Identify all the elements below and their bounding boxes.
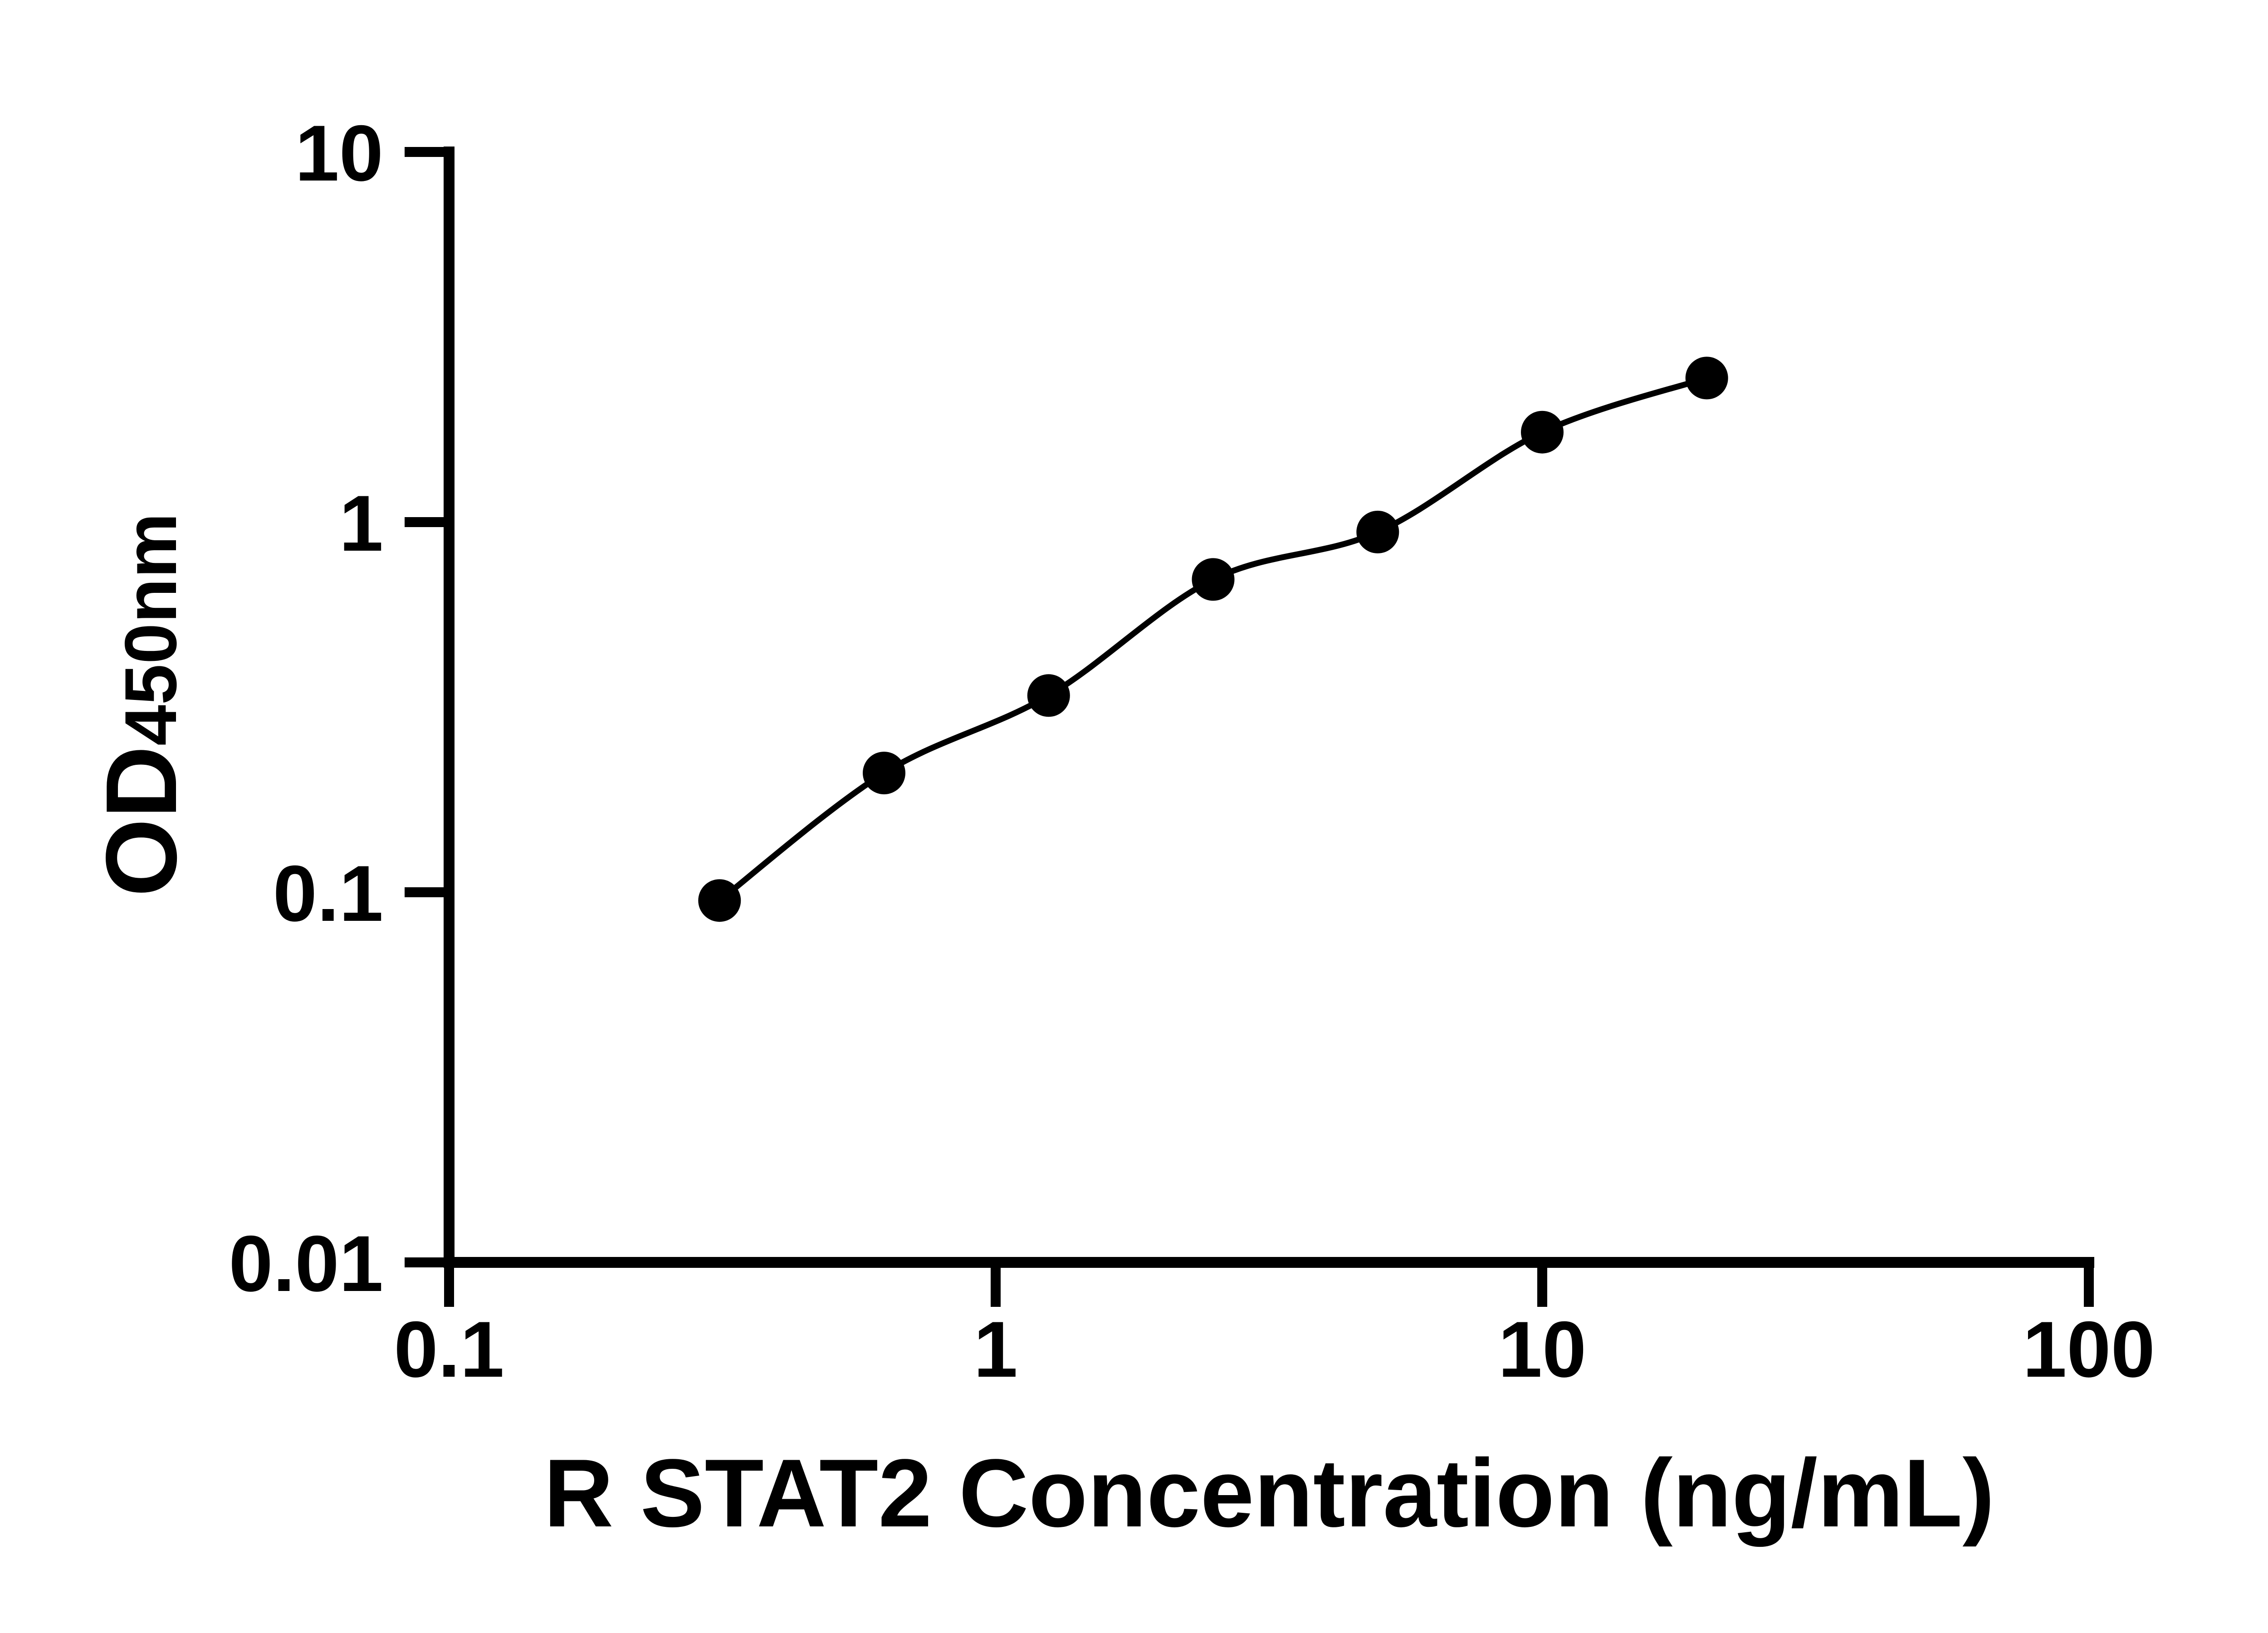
- data-point: [1192, 558, 1235, 601]
- y-axis-title-subscript: 450nm: [110, 513, 192, 746]
- data-point: [1027, 674, 1070, 717]
- y-tick-label: 0.01: [229, 1220, 383, 1308]
- data-point: [1356, 510, 1399, 553]
- x-axis-ticks: [444, 1267, 2094, 1307]
- y-tick-label: 10: [295, 109, 383, 198]
- y-axis-title-main: OD: [85, 746, 198, 897]
- x-tick-label: 1: [973, 1305, 1017, 1394]
- standard-curve-line: [716, 375, 1710, 904]
- data-point: [1685, 357, 1728, 400]
- x-tick-label: 10: [1498, 1305, 1587, 1394]
- x-tick-label: 100: [2023, 1305, 2155, 1394]
- data-point: [863, 752, 905, 795]
- y-axis-tick-labels: 0.01 0.1 1 10: [229, 109, 383, 1308]
- y-axis-ticks: [405, 147, 444, 1267]
- series-layer: [698, 357, 1728, 922]
- x-axis-tick-labels: 0.1 1 10 100: [394, 1305, 2155, 1394]
- data-point: [698, 879, 741, 922]
- y-axis-title: OD450nm: [85, 513, 198, 897]
- data-point: [1521, 411, 1564, 454]
- y-tick-label: 0.1: [273, 850, 383, 938]
- y-tick-label: 1: [339, 479, 383, 568]
- x-axis-title: R STAT2 Concentration (ng/mL): [544, 1439, 1995, 1547]
- x-tick-label: 0.1: [394, 1305, 504, 1394]
